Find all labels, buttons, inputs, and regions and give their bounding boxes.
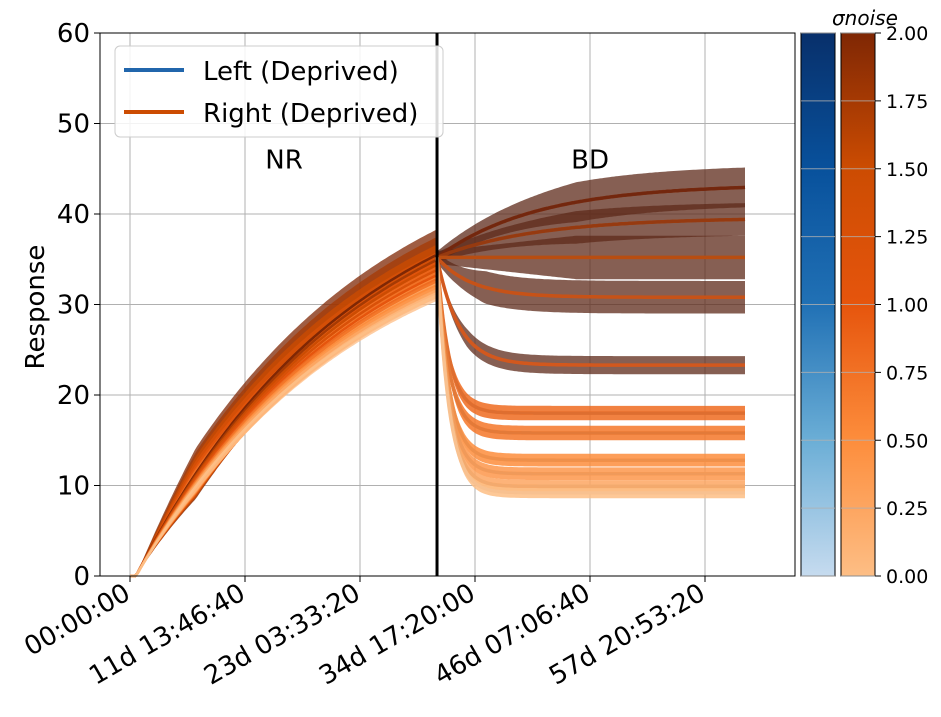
nr-line-right-sigma-0.5 bbox=[130, 284, 437, 578]
colorbar-tick-label: 1.25 bbox=[886, 227, 928, 249]
nr-line-left-sigma-0.25 bbox=[130, 290, 436, 577]
nr-line-right-sigma-0.25 bbox=[130, 289, 437, 578]
nr-line-right-sigma-0 bbox=[130, 294, 437, 578]
bd-line-right-sigma-1 bbox=[435, 257, 745, 367]
nr-line-left-sigma-0.8 bbox=[130, 278, 436, 577]
colorbar-tick-label: 1.75 bbox=[886, 91, 928, 113]
bd-line-right-sigma-1.75 bbox=[436, 217, 746, 260]
colorbar-title: σnoise bbox=[832, 6, 898, 30]
nr-line-right-sigma-0.7 bbox=[130, 280, 437, 578]
nr-line-left-sigma-0.5 bbox=[130, 284, 436, 577]
colorbar-tick-label: 0.50 bbox=[886, 430, 928, 452]
bd-band-sigma-1.75 bbox=[437, 203, 745, 263]
y-axis-label: Response bbox=[21, 245, 51, 370]
y-tick-label: 50 bbox=[57, 110, 90, 140]
legend-label-right: Right (Deprived) bbox=[203, 99, 418, 129]
y-tick-label: 10 bbox=[57, 472, 90, 502]
colorbar-tick-label: 0.00 bbox=[886, 566, 928, 588]
colorbar-tick-label: 1.50 bbox=[886, 159, 928, 181]
nr-band-sigma-0.25 bbox=[130, 283, 436, 576]
bd-line-right-sigma-2 bbox=[435, 185, 746, 259]
legend-label-left: Left (Deprived) bbox=[203, 57, 399, 87]
nr-line-right-sigma-0.8 bbox=[130, 278, 437, 578]
bd-line-right-sigma-0.7 bbox=[435, 257, 745, 435]
bd-band-sigma-1 bbox=[437, 254, 745, 375]
bd-line-right-sigma-0.8 bbox=[435, 257, 745, 415]
legend: Left (Deprived) Right (Deprived) bbox=[114, 45, 444, 138]
bd-band-sigma-0.8 bbox=[437, 255, 745, 421]
bd-line-right-sigma-0.25 bbox=[435, 257, 745, 489]
colorbar-tick-label: 0.75 bbox=[886, 362, 928, 384]
colorbar: 0.00 0.25 0.50 0.75 1.00 1.25 1.50 1.75 2.00 σno… bbox=[800, 6, 928, 588]
y-tick-label: 0 bbox=[73, 562, 90, 592]
colorbar-title-symbol: σnoise bbox=[832, 6, 898, 30]
nr-line-left-sigma-0 bbox=[130, 295, 436, 577]
nr-line-left-sigma-0.4 bbox=[130, 287, 436, 577]
bd-line-right-sigma-0 bbox=[435, 257, 745, 495]
annotation-nr: NR bbox=[265, 146, 303, 176]
annotation-bd: BD bbox=[571, 146, 609, 176]
bd-line-right-sigma-0.5 bbox=[435, 257, 745, 462]
colorbar-tick-label: 1.00 bbox=[886, 295, 928, 317]
y-tick-label: 40 bbox=[57, 200, 90, 230]
colorbar-tick-label: 0.25 bbox=[886, 498, 928, 520]
nr-line-left-sigma-0.7 bbox=[130, 280, 436, 577]
nr-line-right-sigma-0.4 bbox=[130, 286, 437, 578]
bd-line-right-sigma-1.25 bbox=[435, 256, 745, 300]
y-tick-label: 60 bbox=[57, 19, 90, 49]
colorbar-grid bbox=[801, 32, 875, 577]
y-axis-ticks: 0 10 20 30 40 50 60 bbox=[57, 19, 100, 592]
y-tick-label: 30 bbox=[57, 291, 90, 321]
colorbar-ticks: 0.00 0.25 0.50 0.75 1.00 1.25 1.50 1.75 2.00 bbox=[875, 23, 928, 588]
nr-band-sigma-0 bbox=[130, 290, 436, 576]
bd-line-right-sigma-0.4 bbox=[435, 257, 745, 476]
y-tick-label: 20 bbox=[57, 381, 90, 411]
legend-box bbox=[114, 45, 444, 138]
series-lines bbox=[130, 185, 746, 578]
colorbar-tick-label: 2.00 bbox=[886, 23, 928, 45]
